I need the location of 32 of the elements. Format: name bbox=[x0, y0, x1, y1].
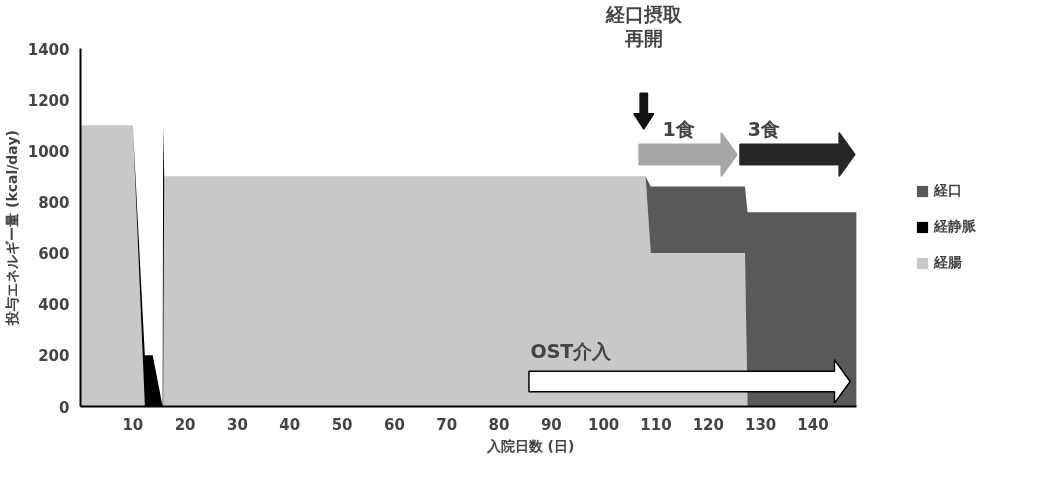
y-tick-label: 1200 bbox=[27, 91, 70, 110]
text: 経口摂取 bbox=[604, 2, 683, 25]
legend-label: 経口 bbox=[934, 182, 962, 200]
annotation: 再開 bbox=[623, 26, 663, 49]
y-tick-label: 800 bbox=[38, 193, 70, 212]
x-tick-label: 100 bbox=[588, 415, 620, 434]
x-tick-label: 70 bbox=[436, 415, 458, 434]
legend-label: 経腸 bbox=[934, 254, 962, 272]
annotation: 3食 bbox=[747, 118, 780, 141]
y-tick-label: 0 bbox=[59, 398, 70, 417]
x-tick-label: 110 bbox=[640, 415, 672, 434]
x-tick-label: 30 bbox=[227, 415, 248, 434]
x-tick-label: 50 bbox=[331, 415, 353, 434]
x-tick-label: 130 bbox=[744, 415, 777, 434]
y-axis-title: 投与エネルギー量 (kcal/day) bbox=[3, 130, 20, 326]
y-tick-label: 400 bbox=[38, 296, 70, 315]
x-tick-label: 120 bbox=[692, 415, 724, 434]
annotation: 1食 bbox=[662, 118, 695, 141]
y-tick-label: 600 bbox=[38, 245, 70, 264]
x-axis-title: 入院日数 (日) bbox=[485, 437, 575, 454]
x-tick-label: 40 bbox=[279, 415, 301, 434]
y-tick-label: 1000 bbox=[27, 142, 70, 161]
x-tick-label: 20 bbox=[174, 415, 196, 434]
legend-label: 経静脈 bbox=[934, 218, 976, 236]
x-tick-label: 90 bbox=[540, 415, 562, 434]
annotation: OST介入 bbox=[530, 340, 613, 363]
x-tick-label: 10 bbox=[122, 415, 144, 434]
x-tick-label: 60 bbox=[383, 415, 405, 434]
x-tick-label: 140 bbox=[797, 415, 829, 434]
x-tick-label: 80 bbox=[488, 415, 510, 434]
y-tick-label: 1400 bbox=[27, 40, 70, 59]
y-tick-label: 200 bbox=[38, 347, 70, 366]
